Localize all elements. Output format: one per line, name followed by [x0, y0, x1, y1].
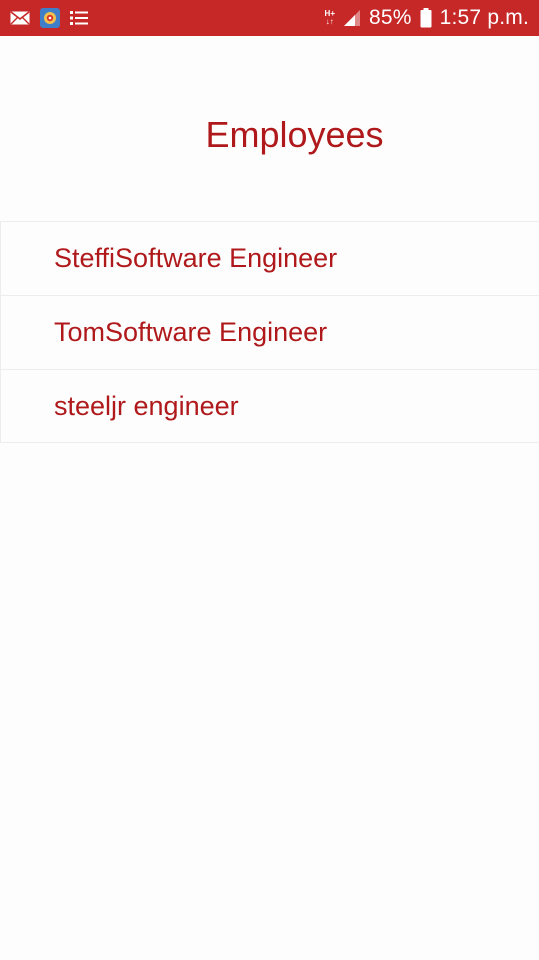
status-left-icons [10, 8, 88, 28]
network-type-indicator: H+ ↓↑ [325, 10, 335, 26]
status-bar: H+ ↓↑ 85% 1:57 p.m. [0, 0, 539, 36]
employee-list-item[interactable]: TomSoftware Engineer [0, 295, 539, 369]
mail-icon [10, 11, 30, 25]
network-type-label: H+ [324, 9, 335, 18]
status-right-icons: H+ ↓↑ 85% 1:57 p.m. [325, 6, 529, 30]
signal-icon [343, 9, 361, 27]
battery-icon [420, 8, 432, 28]
page-title: Employees [205, 114, 384, 155]
employee-list-item[interactable]: steeljr engineer [0, 369, 539, 443]
employee-list: SteffiSoftware Engineer TomSoftware Engi… [0, 221, 539, 443]
list-icon [70, 10, 88, 26]
app-icon [40, 8, 60, 28]
clock-time: 1:57 p.m. [439, 6, 529, 29]
employee-list-item[interactable]: SteffiSoftware Engineer [0, 221, 539, 295]
battery-percent: 85% [369, 6, 412, 29]
network-activity-arrows: ↓↑ [325, 17, 334, 26]
